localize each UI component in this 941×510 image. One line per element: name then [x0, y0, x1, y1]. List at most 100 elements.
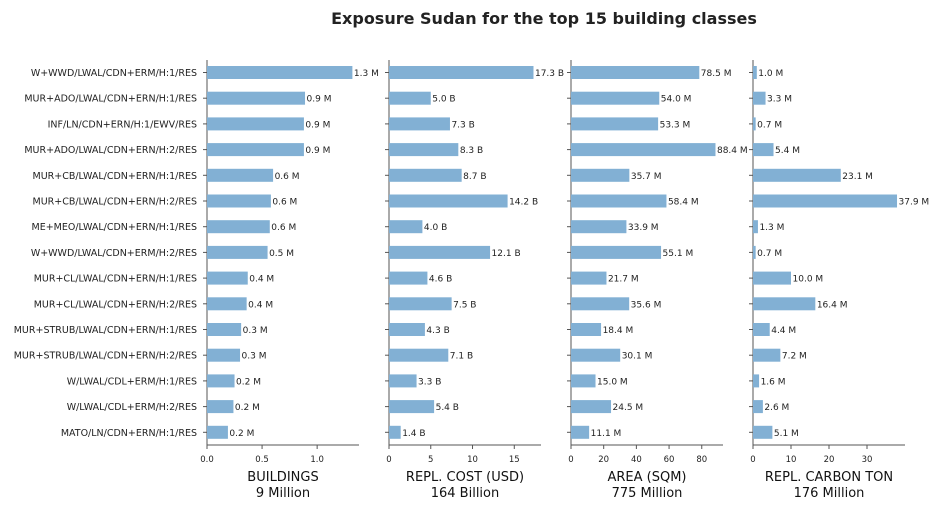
bar-value-label: 3.3 M	[767, 95, 792, 105]
bar	[571, 168, 630, 182]
bar-value-label: 0.9 M	[305, 146, 330, 156]
bar	[207, 323, 242, 336]
bar	[389, 400, 435, 414]
bar	[207, 271, 248, 285]
x-axis-label: AREA (SQM)	[607, 470, 686, 485]
bar	[753, 66, 757, 79]
x-tick-label: 15	[509, 455, 520, 465]
bar	[571, 194, 667, 208]
bar-value-label: 0.9 M	[305, 120, 330, 130]
bar	[389, 168, 462, 182]
bar	[571, 374, 596, 388]
x-tick-label: 10	[786, 455, 797, 465]
bar-value-label: 0.7 M	[757, 120, 782, 130]
bar-value-label: 54.0 M	[661, 95, 692, 105]
bar-value-label: 33.9 M	[628, 223, 659, 233]
bar-value-label: 2.6 M	[764, 403, 789, 413]
bar	[207, 374, 235, 388]
bar	[389, 66, 534, 79]
panel-total-label: 164 Billion	[431, 486, 500, 501]
bar	[753, 194, 898, 208]
bar-value-label: 30.1 M	[622, 352, 653, 362]
bar	[389, 91, 431, 105]
bar-value-label: 3.3 B	[418, 377, 441, 387]
bar	[571, 425, 590, 439]
category-label: MUR+CL/LWAL/CDN+ERN/H:2/RES	[34, 299, 197, 310]
category-label: W/LWAL/CDL+ERM/H:2/RES	[67, 402, 197, 413]
bar-value-label: 18.4 M	[603, 326, 634, 336]
bar	[207, 400, 234, 414]
bar	[389, 194, 508, 208]
category-label: MUR+STRUB/LWAL/CDN+ERN/H:1/RES	[14, 325, 197, 336]
panel-2: 17.3 B 5.0 B 7.3 B 8.3 B 8.7 B 14.2 B 4.0 B 12.…	[385, 60, 564, 501]
bar-value-label: 7.3 B	[451, 120, 474, 130]
bar-value-label: 1.4 B	[402, 429, 425, 439]
category-label: MUR+CB/LWAL/CDN+ERN/H:2/RES	[33, 197, 198, 208]
category-label: MUR+STRUB/LWAL/CDN+ERN/H:2/RES	[14, 351, 197, 362]
bar-value-label: 16.4 M	[817, 300, 848, 310]
bar	[207, 194, 271, 208]
panel-4: 1.0 M 3.3 M 0.7 M 5.4 M 23.1 M 37.9 M 1.3 M 0.7…	[749, 60, 929, 501]
x-tick-label: 60	[664, 455, 675, 465]
x-tick-label: 0	[750, 455, 755, 465]
bar	[753, 168, 841, 182]
category-label: MATO/LN/CDN+ERN/H:1/RES	[61, 428, 197, 439]
bar	[571, 348, 621, 362]
bar	[753, 400, 763, 414]
bar-value-label: 35.6 M	[631, 300, 662, 310]
bar	[207, 425, 228, 439]
bar	[753, 245, 756, 259]
bar-value-label: 4.6 B	[429, 275, 452, 285]
panel-3: 78.5 M 54.0 M 53.3 M 88.4 M 35.7 M 58.4 M 33.9…	[567, 60, 748, 501]
category-labels: W+WWD/LWAL/CDN+ERM/H:1/RES MUR+ADO/LWAL/C…	[14, 68, 197, 439]
x-tick-label: 10	[467, 455, 478, 465]
bar	[389, 245, 491, 259]
bar	[571, 297, 630, 311]
bar-value-label: 5.4 M	[775, 146, 800, 156]
bar-value-label: 11.1 M	[591, 429, 622, 439]
bar	[389, 220, 423, 234]
bar	[571, 66, 700, 79]
category-label: W/LWAL/CDL+ERM/H:1/RES	[67, 376, 197, 387]
category-label: ME+MEO/LWAL/CDN+ERN/H:1/RES	[32, 222, 197, 233]
bar-value-label: 78.5 M	[701, 69, 732, 79]
bar	[207, 220, 270, 234]
bar	[207, 66, 353, 79]
bar-value-label: 0.3 M	[242, 352, 267, 362]
category-label: INF/LN/CDN+ERN/H:1/EWV/RES	[48, 119, 197, 130]
x-tick-label: 40	[631, 455, 642, 465]
chart-title: Exposure Sudan for the top 15 building c…	[331, 9, 757, 28]
bar-value-label: 1.6 M	[761, 377, 786, 387]
bar	[207, 91, 306, 105]
bar	[389, 425, 401, 439]
x-tick-label: 1.0	[310, 455, 324, 465]
bar	[207, 168, 274, 182]
bar	[571, 400, 612, 414]
bar-value-label: 0.6 M	[272, 198, 297, 208]
bar	[389, 143, 459, 157]
bar	[571, 271, 607, 285]
bar	[389, 323, 425, 336]
panels: 1.3 M 0.9 M 0.9 M 0.9 M 0.6 M 0.6 M 0.6 M 0.5 M…	[200, 60, 929, 501]
bar-value-label: 0.2 M	[229, 429, 254, 439]
bar-value-label: 58.4 M	[668, 198, 699, 208]
bar-value-label: 14.2 B	[509, 198, 538, 208]
bar-value-label: 12.1 B	[492, 249, 521, 259]
x-tick-label: 5	[428, 455, 433, 465]
bar	[753, 271, 791, 285]
bar-value-label: 1.3 M	[759, 223, 784, 233]
bar	[571, 117, 659, 131]
bar-value-label: 53.3 M	[660, 120, 691, 130]
x-axis-label: REPL. CARBON TON	[765, 470, 893, 485]
bar	[753, 117, 756, 131]
bar-value-label: 5.1 M	[774, 429, 799, 439]
bar-value-label: 35.7 M	[631, 172, 662, 182]
category-label: W+WWD/LWAL/CDN+ERM/H:2/RES	[31, 248, 197, 259]
bar-value-label: 15.0 M	[597, 377, 628, 387]
bar-value-label: 0.2 M	[235, 403, 260, 413]
category-label: MUR+CB/LWAL/CDN+ERN/H:1/RES	[33, 171, 198, 182]
bar-value-label: 8.3 B	[460, 146, 483, 156]
category-label: MUR+CL/LWAL/CDN+ERN/H:1/RES	[34, 274, 197, 285]
panel-total-label: 9 Million	[256, 486, 310, 501]
